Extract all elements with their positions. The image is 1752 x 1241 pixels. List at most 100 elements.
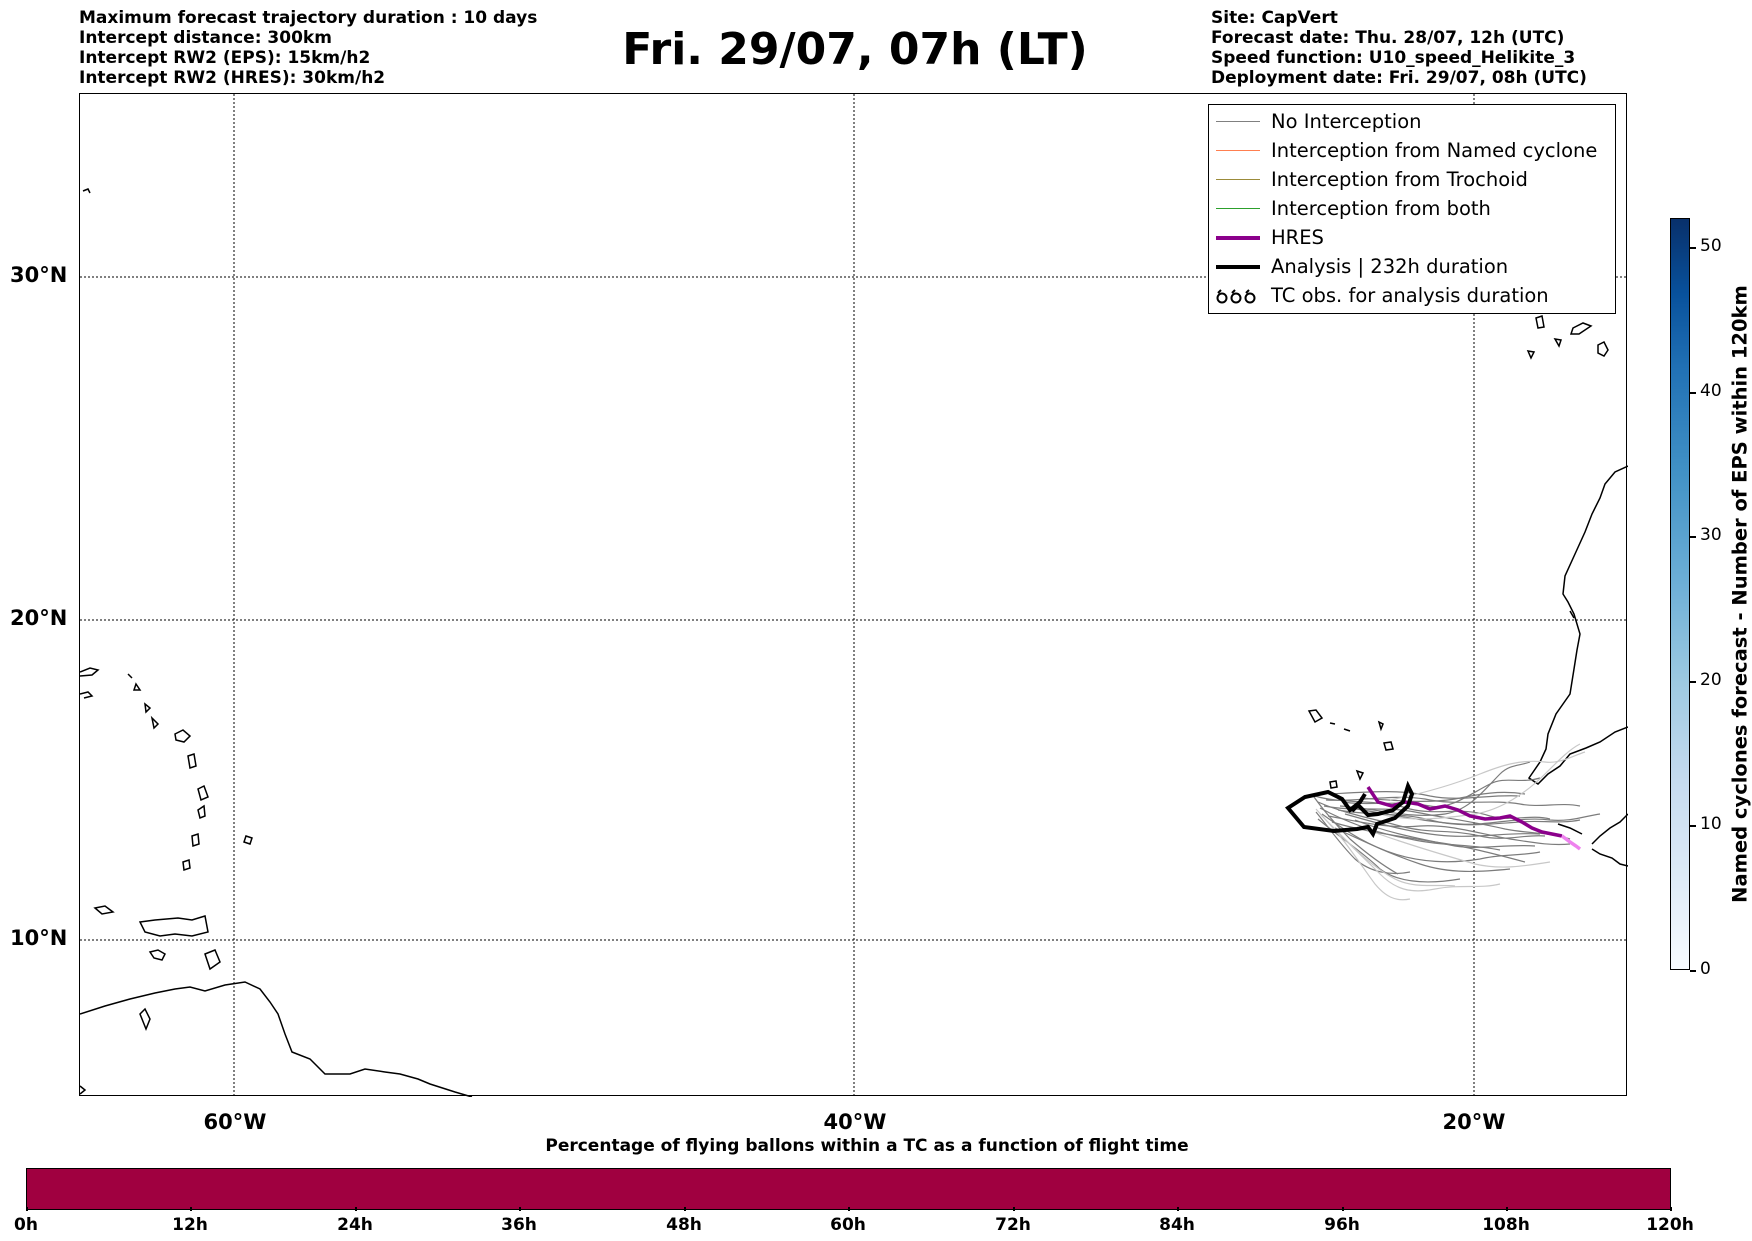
coast-antilles-7	[174, 729, 192, 743]
colorbar-tick	[1690, 392, 1696, 394]
legend-item-no-interception: No Interception	[1209, 107, 1615, 136]
deployment-date-text: Deployment date: Fri. 29/07, 08h (UTC)	[1211, 68, 1587, 88]
coast-antilles-10	[197, 804, 206, 820]
coast-canary-3	[1526, 350, 1536, 360]
flight-time-tick-label: 0h	[14, 1215, 38, 1235]
eps-track	[1344, 813, 1541, 837]
coastlines	[80, 188, 1628, 1097]
flight-time-tick	[1342, 1207, 1344, 1211]
legend-label: Analysis | 232h duration	[1271, 255, 1509, 278]
eps-track	[1315, 811, 1411, 875]
eps-track-light	[1364, 828, 1551, 868]
analysis-trajectory	[1285, 780, 1415, 839]
coast-sa-corner	[80, 1085, 87, 1095]
coast-antilles-12	[182, 858, 191, 872]
legend-item-tc-obs: TC obs. for analysis duration	[1209, 281, 1615, 310]
flight-time-tick	[190, 1207, 192, 1211]
max-duration-text: Maximum forecast trajectory duration : 1…	[79, 8, 538, 28]
legend-label: No Interception	[1271, 110, 1422, 133]
forecast-parameters: Maximum forecast trajectory duration : 1…	[79, 8, 537, 88]
flight-time-tick	[1013, 1207, 1015, 1211]
coast-cv-2	[1329, 722, 1336, 725]
coast-cv-3	[1343, 728, 1351, 732]
legend-label: Interception from both	[1271, 197, 1491, 220]
coast-cv-4	[1377, 720, 1384, 732]
coast-canary-4	[1569, 322, 1593, 335]
flight-time-tick-label: 48h	[666, 1215, 702, 1235]
flight-time-tick-label: 36h	[501, 1215, 537, 1235]
eps-track-light	[1379, 743, 1581, 820]
colorbar-tick-label: 20	[1700, 670, 1722, 690]
colorbar-tick-label: 0	[1700, 959, 1711, 979]
colorbar-tick-label: 40	[1700, 381, 1722, 401]
eps-track	[1321, 813, 1541, 863]
coast-antilles-2	[80, 691, 94, 699]
legend-swatch	[1216, 236, 1260, 240]
intercept-distance-text: Intercept distance: 300km	[79, 28, 332, 48]
lat-label-20n: 20°N	[10, 606, 68, 630]
coast-canary-2	[1553, 338, 1562, 348]
legend-label: Interception from Named cyclone	[1271, 139, 1598, 162]
flight-time-tick-label: 60h	[830, 1215, 866, 1235]
coast-bermuda	[82, 188, 91, 194]
flight-time-tick-label: 12h	[172, 1215, 208, 1235]
map-legend: No Interception Interception from Named …	[1208, 104, 1616, 314]
flight-time-tick-label: 72h	[995, 1215, 1031, 1235]
colorbar-tick	[1690, 536, 1696, 538]
page-title: Fri. 29/07, 07h (LT)	[622, 24, 1088, 75]
colorbar-tick	[1690, 681, 1696, 683]
coast-antilles-8	[187, 753, 197, 769]
coast-antilles-5	[144, 702, 152, 714]
flight-time-tick	[1670, 1207, 1672, 1211]
coast-island-c	[93, 905, 115, 915]
legend-label: Interception from Trochoid	[1271, 168, 1528, 191]
colorbar-label: Named cyclones forecast - Number of EPS …	[1728, 285, 1752, 903]
flight-time-tick	[684, 1207, 686, 1211]
legend-swatch	[1216, 179, 1260, 180]
legend-label: HRES	[1271, 226, 1324, 249]
eps-track	[1354, 819, 1536, 848]
coast-canary-1	[1535, 315, 1545, 329]
eps-track	[1317, 801, 1546, 839]
coast-cv-1	[1307, 709, 1324, 724]
coast-south-america	[80, 981, 473, 1097]
flight-time-tick-label: 96h	[1324, 1215, 1360, 1235]
coast-antilles-13	[243, 835, 253, 845]
flight-time-colorbar-title: Percentage of flying ballons within a TC…	[545, 1136, 1189, 1156]
eps-track-light	[1327, 821, 1456, 887]
legend-swatch	[1216, 121, 1260, 122]
colorbar-tick-label: 10	[1700, 814, 1722, 834]
coast-canary-5	[1597, 340, 1609, 357]
legend-item-trochoid: Interception from Trochoid	[1209, 165, 1615, 194]
coast-guinea	[1591, 813, 1628, 845]
intercept-eps-text: Intercept RW2 (EPS): 15km/h2	[79, 48, 371, 68]
legend-item-hres: HRES	[1209, 223, 1615, 252]
eps-track-light	[1319, 813, 1411, 901]
coast-west-africa	[1527, 465, 1628, 785]
eps-track	[1329, 791, 1521, 799]
coast-cv-6	[1329, 780, 1338, 789]
flight-time-tick	[355, 1207, 357, 1211]
coast-island-b	[138, 915, 209, 937]
lon-label-20w: 20°W	[1442, 1110, 1506, 1134]
legend-item-named-cyclone: Interception from Named cyclone	[1209, 136, 1615, 165]
coast-antilles-6	[150, 715, 160, 730]
legend-label: TC obs. for analysis duration	[1271, 284, 1549, 307]
flight-time-tick-label: 84h	[1159, 1215, 1195, 1235]
coast-guinea-b	[1591, 848, 1628, 867]
eps-track	[1334, 827, 1511, 873]
intercept-hres-text: Intercept RW2 (HRES): 30km/h2	[79, 68, 386, 88]
eps-track-light	[1315, 808, 1501, 892]
site-text: Site: CapVert	[1211, 8, 1338, 28]
coast-island-a	[148, 949, 166, 961]
lon-label-60w: 60°W	[203, 1110, 267, 1134]
legend-item-both: Interception from both	[1209, 194, 1615, 223]
lat-label-30n: 30°N	[10, 263, 68, 287]
flight-time-tick	[519, 1207, 521, 1211]
speed-function-text: Speed function: U10_speed_Helikite_3	[1211, 48, 1576, 68]
lon-label-40w: 40°W	[823, 1110, 887, 1134]
eps-track	[1359, 791, 1526, 802]
eps-trajectories-light	[1315, 743, 1586, 901]
lat-label-10n: 10°N	[10, 926, 68, 950]
legend-item-analysis: Analysis | 232h duration	[1209, 252, 1615, 281]
